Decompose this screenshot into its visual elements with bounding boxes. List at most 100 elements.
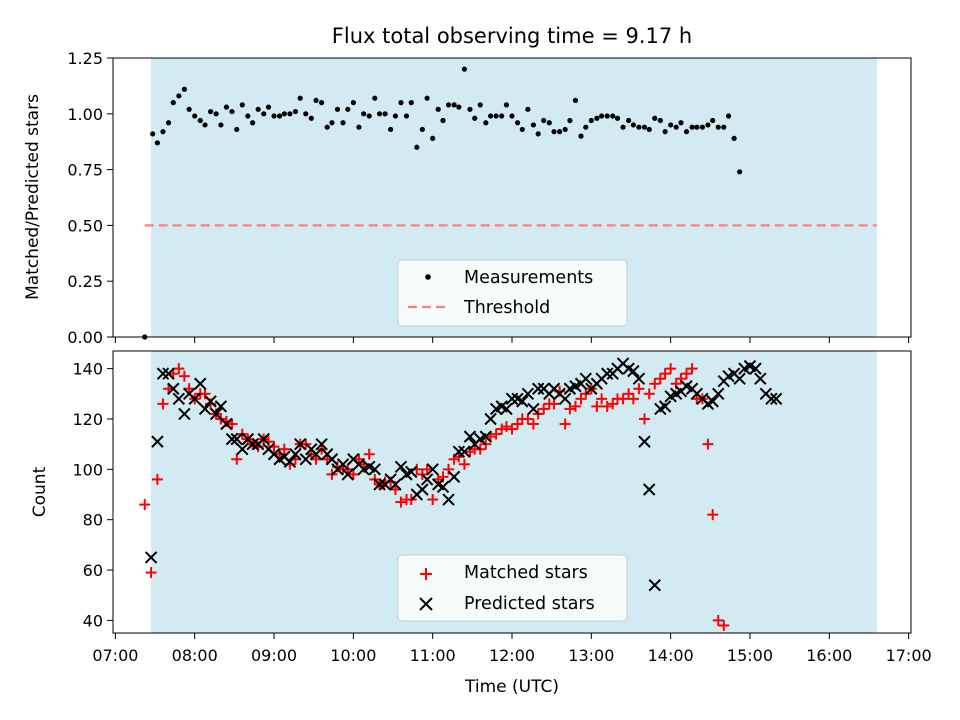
measurement-point: [614, 115, 621, 121]
matched-star-point: [718, 619, 730, 631]
predicted-star-point: [230, 432, 243, 446]
measurement-point: [150, 131, 156, 137]
measurement-point: [599, 113, 605, 119]
predicted-star-point: [521, 387, 535, 401]
measurement-point: [683, 129, 690, 135]
measurement-point: [535, 131, 541, 137]
predicted-star-point: [527, 402, 540, 416]
matched-star-point: [654, 373, 666, 385]
matched-star-point: [623, 388, 635, 400]
measurement-point: [261, 111, 267, 117]
measurement-point: [265, 104, 272, 110]
predicted-star-point: [341, 468, 355, 481]
measurement-point: [186, 106, 192, 112]
predicted-star-point: [500, 402, 513, 416]
measurement-point: [207, 108, 214, 115]
bottom-x-tick-label: 13:00: [568, 646, 614, 665]
top-y-tick-label: 0.50: [67, 216, 103, 235]
predicted-star-point: [225, 432, 239, 446]
measurement-point: [376, 111, 383, 117]
predicted-star-point: [479, 430, 493, 443]
bottom-y-tick-label: 140: [72, 360, 103, 379]
predicted-star-point: [220, 417, 233, 431]
measurement-point: [287, 111, 293, 117]
matched-star-point: [601, 400, 613, 412]
measurement-point: [276, 113, 283, 119]
matched-star-point: [627, 393, 639, 405]
measurement-point: [662, 129, 668, 135]
matched-star-point: [591, 400, 603, 412]
predicted-star-point: [162, 367, 175, 380]
bottom-y-tick-label: 60: [83, 561, 103, 580]
matched-star-point: [231, 453, 243, 465]
predicted-star-point: [299, 453, 312, 466]
measurement-point: [514, 120, 521, 126]
measurement-point: [239, 102, 245, 108]
predicted-star-point: [144, 551, 158, 564]
measurement-point: [731, 135, 737, 141]
bottom-y-tick-label: 80: [83, 511, 103, 530]
predicted-star-point: [658, 400, 672, 413]
top-x-ticks: [114, 337, 910, 343]
predicted-star-point: [405, 465, 418, 479]
bottom-panel-frame: [112, 350, 912, 634]
measurement-point: [737, 169, 743, 175]
predicted-star-point: [558, 392, 572, 406]
predicted-star-point: [315, 437, 328, 451]
matched-star-point: [633, 383, 645, 395]
measurement-point: [245, 113, 251, 119]
measurement-point: [176, 93, 182, 99]
top-y-axis-label: Matched/Predicted stars: [23, 94, 43, 300]
matched-star-point: [173, 363, 185, 375]
measurement-point: [181, 86, 187, 92]
matched-star-point: [278, 443, 290, 455]
measurement-point: [356, 124, 362, 130]
measurement-point: [223, 104, 230, 110]
matched-star-point: [675, 373, 687, 385]
matched-star-point: [659, 368, 671, 380]
matched-star-point: [262, 436, 274, 448]
predicted-star-point: [463, 430, 477, 443]
bottom-y-tick-label: 40: [83, 611, 103, 630]
measurement-point: [192, 113, 198, 119]
matched-star-point: [395, 496, 407, 508]
measurement-point: [366, 113, 372, 119]
predicted-star-point: [754, 372, 767, 385]
measurement-point: [657, 117, 663, 124]
predicted-star-point: [447, 470, 461, 484]
matched-star-point: [564, 403, 576, 415]
predicted-star-point: [733, 372, 746, 385]
measurement-point: [319, 100, 325, 106]
measurement-point: [652, 115, 658, 121]
bottom-x-tick-label: 09:00: [251, 646, 297, 665]
matched-star-point: [496, 423, 508, 435]
top-y-tick-label: 0.00: [67, 328, 103, 347]
legend-threshold-label: Threshold: [463, 298, 550, 318]
measurement-point: [499, 113, 505, 119]
measurement-point: [165, 120, 172, 126]
chart-title: Flux total observing time = 9.17 h: [332, 24, 692, 48]
matched-star-point: [151, 473, 163, 485]
matched-star-point: [226, 418, 238, 430]
top-y-tick-label: 0.75: [67, 161, 103, 180]
measurement-point: [324, 124, 330, 130]
matched-star-point: [712, 614, 724, 626]
top-y-ticks: 0.00 0.25 0.50 0.75 1.00 1.25: [67, 49, 113, 347]
matched-star-point: [686, 363, 698, 375]
legend-measurements-marker: [425, 274, 431, 280]
predicted-star-point: [178, 407, 191, 421]
measurement-point: [715, 124, 721, 130]
matched-star-point: [145, 567, 157, 579]
measurement-point: [461, 66, 468, 72]
matched-star-point: [607, 398, 619, 410]
measurement-point: [440, 117, 446, 124]
measurement-point: [388, 126, 394, 133]
top-panel-frame: [112, 57, 912, 338]
matched-star-point: [347, 468, 359, 480]
predicted-star-point: [749, 362, 762, 375]
matched-star-point: [559, 418, 571, 430]
measurement-point: [382, 111, 388, 117]
bottom-x-tick-label: 08:00: [172, 646, 218, 665]
predicted-star-point: [706, 395, 719, 408]
legend-measurements-label: Measurements: [464, 268, 593, 288]
